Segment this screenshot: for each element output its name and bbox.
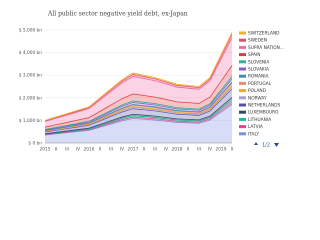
y-tick-label: $ 1,000 bn	[19, 118, 42, 124]
legend-label: LITHUANIA	[248, 117, 271, 123]
x-tick-label: IV	[120, 147, 124, 153]
x-tick-label: II	[143, 147, 146, 153]
legend-label: SLOVAKIA	[248, 67, 269, 73]
legend-prev[interactable]	[254, 142, 258, 145]
legend-swatch	[239, 117, 246, 121]
area-line	[44, 88, 233, 133]
legend-label: LATVIA	[248, 124, 263, 130]
area-line	[44, 97, 233, 135]
y-tick-label: $ 2,000 bn	[19, 95, 42, 101]
x-tick-label: III	[153, 147, 157, 153]
x-tick-label: III	[197, 147, 201, 153]
legend-label: ROMANIA	[248, 74, 268, 80]
legend-swatch	[239, 96, 246, 100]
area	[45, 99, 232, 135]
legend-label: SWEDEN	[248, 38, 267, 44]
area	[45, 37, 232, 128]
area-line	[44, 78, 233, 131]
y-tick-label: $ 4,000 bn	[19, 50, 42, 56]
area	[45, 78, 232, 131]
legend-swatch	[239, 103, 246, 107]
area	[45, 102, 232, 136]
area-line	[44, 34, 233, 122]
x-tick-label: 2019	[216, 147, 227, 153]
area-line	[44, 76, 233, 130]
chart: All public sector negative yield debt, e…	[19, 11, 284, 153]
legend-swatch	[239, 45, 246, 49]
area	[45, 65, 232, 130]
legend-swatch	[239, 53, 246, 57]
legend-swatch	[239, 38, 246, 42]
area	[45, 88, 232, 134]
legend-swatch	[239, 60, 246, 64]
x-tick-label: 2015	[40, 147, 51, 153]
legend-label: SUPRA NATION...	[248, 45, 284, 51]
legend-label: PORTUGAL	[248, 81, 272, 87]
legend-swatch	[239, 110, 246, 114]
legend-label: NORWAY	[248, 95, 267, 101]
x-tick-label: 2017	[128, 147, 139, 153]
area-line	[44, 32, 233, 121]
x-tick-label: II	[55, 147, 58, 153]
legend-label: LUXEMBOURG	[248, 110, 278, 116]
legend-swatch	[239, 74, 246, 78]
x-tick-label: IV	[76, 147, 80, 153]
legend-swatch	[239, 81, 246, 85]
x-tick-label: IV	[164, 147, 168, 153]
legend-label: SLOVENIA	[248, 59, 269, 65]
chart-title: All public sector negative yield debt, e…	[47, 11, 188, 18]
area-line	[44, 37, 233, 122]
area-line	[44, 103, 233, 136]
x-tick-label: II	[187, 147, 190, 153]
area	[45, 97, 232, 135]
legend-swatch	[239, 132, 246, 136]
legend-label: SPAIN	[248, 52, 260, 58]
area-line	[44, 85, 233, 132]
legend-label: ITALY	[248, 131, 259, 137]
area-line	[44, 81, 233, 131]
y-tick-label: $ 5,000 bn	[19, 28, 42, 34]
legend-label: POLAND	[248, 88, 267, 94]
x-tick-label: III	[109, 147, 113, 153]
x-tick-label: III	[65, 147, 69, 153]
legend-page: 1/2	[262, 143, 270, 149]
legend-swatch	[239, 125, 246, 129]
legend-next[interactable]	[274, 143, 279, 147]
y-tick-label: $ 3,000 bn	[19, 73, 42, 79]
area-line	[44, 99, 233, 135]
legend-label: SWITZERLAND	[248, 31, 280, 37]
area-line	[44, 101, 233, 136]
x-tick-label: II	[231, 147, 234, 153]
x-tick-label: II	[99, 147, 102, 153]
area-line	[44, 65, 233, 128]
legend-swatch	[239, 89, 246, 93]
y-tick-label: $ 0 bn	[28, 141, 42, 147]
x-tick-label: 2016	[84, 147, 95, 153]
legend-swatch	[239, 67, 246, 71]
legend-swatch	[239, 31, 246, 35]
area	[45, 104, 232, 143]
area	[45, 86, 232, 132]
x-tick-label: IV	[208, 147, 212, 153]
x-tick-label: 2018	[172, 147, 183, 153]
legend-label: NETHERLANDS	[248, 103, 280, 109]
